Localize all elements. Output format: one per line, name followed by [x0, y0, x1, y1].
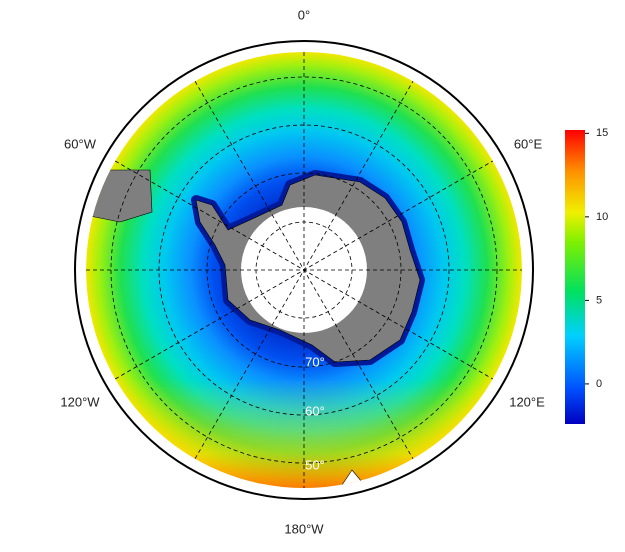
colorbar [565, 130, 585, 424]
latitude-label: 70° [305, 354, 325, 369]
longitude-label: 120°E [509, 394, 545, 409]
south-america [86, 169, 153, 223]
colorbar-tick-label: 15 [596, 127, 608, 139]
meridians [86, 52, 522, 488]
colorbar-tick-label: 10 [596, 211, 608, 223]
meridian [194, 81, 414, 459]
longitude-label: 180°W [284, 521, 324, 536]
longitude-label: 0° [298, 7, 310, 22]
longitude-label: 60°W [64, 136, 97, 151]
longitude-label: 60°E [514, 136, 543, 151]
longitude-label: 120°W [60, 394, 100, 409]
colorbar-tick-label: 5 [596, 294, 602, 306]
latitude-label: 60° [305, 403, 325, 418]
colorbar-tick-label: 0 [596, 378, 602, 390]
latitude-label: 50° [305, 457, 325, 472]
